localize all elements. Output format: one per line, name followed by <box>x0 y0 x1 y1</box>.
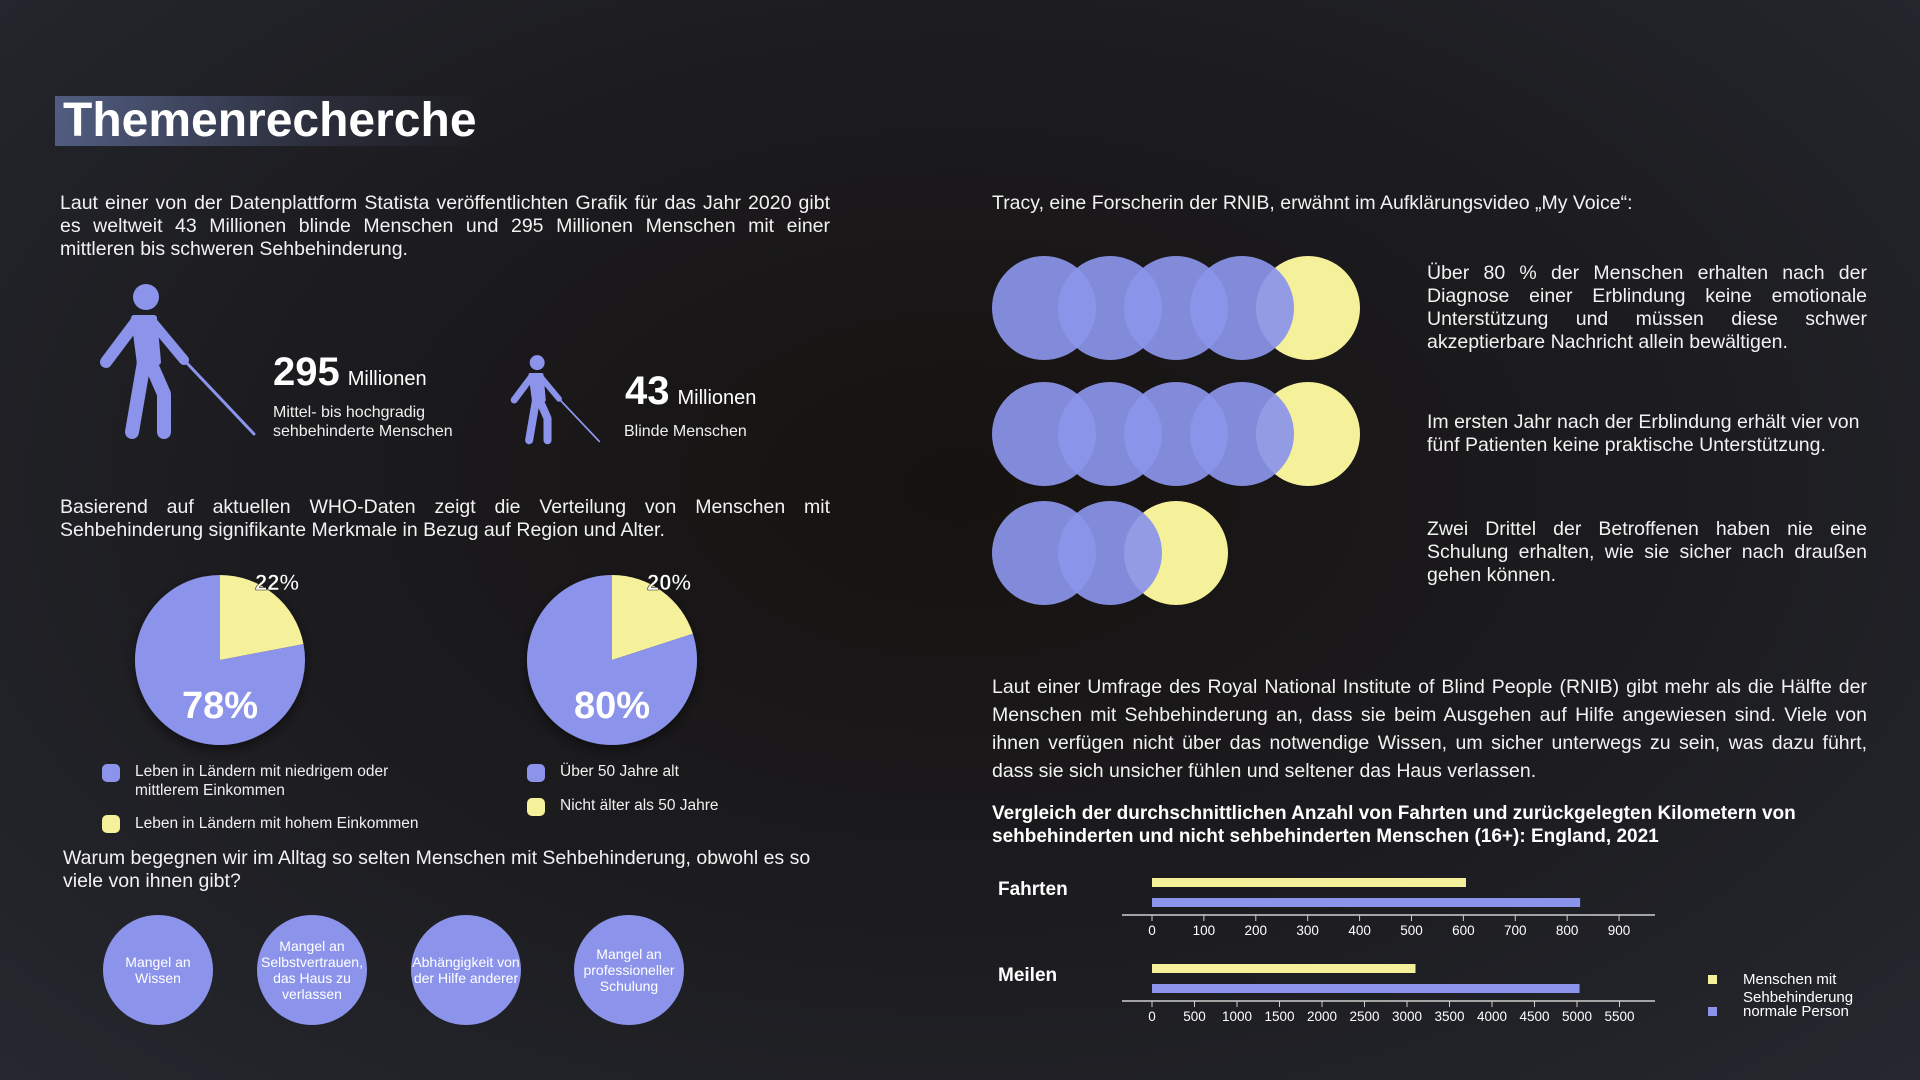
tick-label: 4000 <box>1477 1009 1507 1024</box>
tick-label: 5000 <box>1562 1009 1592 1024</box>
person-circle-filled <box>992 256 1096 360</box>
person-circle-filled <box>992 382 1096 486</box>
intro-paragraph: Laut einer von der Datenplattform Statis… <box>60 192 830 260</box>
person-circle-filled <box>992 501 1096 605</box>
legend-item: Leben in Ländern mit hohem Einkommen <box>100 814 460 833</box>
pie-value-label: 22% <box>255 570 299 595</box>
stat-unit: Millionen <box>347 368 427 390</box>
rnib-paragraph: Laut einer Umfrage des Royal National In… <box>992 676 1867 782</box>
legend-label: Menschen mit Sehbehinderung <box>1743 971 1853 1006</box>
tick-label: 2000 <box>1307 1009 1337 1024</box>
legend-swatch <box>102 815 120 833</box>
tick-label: 400 <box>1348 923 1371 938</box>
bar-panel-label: Fahrten <box>998 879 1068 900</box>
tick-label: 800 <box>1556 923 1579 938</box>
legend-swatch <box>527 798 545 816</box>
reason-bubble: Mangel an professioneller Schulung <box>574 915 684 1025</box>
tick-label: 0 <box>1148 1009 1156 1024</box>
tick-label: 4500 <box>1519 1009 1549 1024</box>
tick-label: 3000 <box>1392 1009 1422 1024</box>
tick-label: 1000 <box>1222 1009 1252 1024</box>
who-paragraph: Basierend auf aktuellen WHO-Daten zeigt … <box>60 496 830 541</box>
tick-label: 5500 <box>1604 1009 1634 1024</box>
circle-row <box>992 382 1372 486</box>
legend-swatch <box>1708 1007 1717 1016</box>
legend-swatch <box>102 764 120 782</box>
legend-label: Leben in Ländern mit niedrigem oder mitt… <box>135 763 389 799</box>
pie-slice <box>220 575 304 660</box>
question-text: Warum begegnen wir im Alltag so selten M… <box>63 847 811 892</box>
circle-row <box>992 256 1372 360</box>
tick-label: 200 <box>1245 923 1268 938</box>
pie-chart-age: 80% 20% <box>527 570 697 745</box>
bar-chart-title: Vergleich der durchschnittlichen Anzahl … <box>992 803 1796 847</box>
tracy-stat-text: Im ersten Jahr nach der Erblindung erhäl… <box>1427 411 1860 456</box>
tick-label: 1500 <box>1264 1009 1294 1024</box>
legend-swatch <box>1708 975 1717 984</box>
legend-label: Nicht älter als 50 Jahre <box>560 797 719 814</box>
walking-cane-icon-large <box>100 284 256 439</box>
stat-label: Blinde Menschen <box>624 423 747 440</box>
reason-bubble: Mangel an Wissen <box>103 915 213 1025</box>
tracy-stat-text: Zwei Drittel der Betroffenen haben nie e… <box>1427 518 1867 586</box>
reason-bubble: Abhängigkeit von der Hilfe anderer <box>411 915 521 1025</box>
tick-label: 500 <box>1400 923 1423 938</box>
stat-number: 43 <box>625 369 670 413</box>
bar <box>1152 878 1466 887</box>
bar-chart: Fahrten 0 100 200 300 400 500 600 700 800 900 Meile… <box>998 878 1853 1024</box>
page-title: Themenrecherche <box>55 96 485 146</box>
bar <box>1152 964 1416 973</box>
pie-slice <box>527 575 697 745</box>
pie-slice <box>612 575 693 660</box>
pie-value-label: 80% <box>574 685 650 727</box>
bar <box>1152 984 1580 993</box>
tick-label: 3500 <box>1434 1009 1464 1024</box>
tracy-stat-text: Über 80 % der Menschen erhalten nach der… <box>1427 262 1867 353</box>
tick-label: 0 <box>1148 923 1156 938</box>
legend-swatch <box>527 764 545 782</box>
tracy-intro: Tracy, eine Forscherin der RNIB, erwähnt… <box>992 192 1633 214</box>
tick-label: 300 <box>1296 923 1319 938</box>
legend-item: Nicht älter als 50 Jahre <box>525 796 775 816</box>
tick-label: 700 <box>1504 923 1527 938</box>
legend-item: Leben in Ländern mit niedrigem oder mitt… <box>100 762 430 800</box>
pie-slice <box>135 575 305 745</box>
stat-295: 295 Millionen <box>273 350 427 395</box>
stat-number: 295 <box>273 350 340 394</box>
walking-cane-icon-small <box>510 355 601 445</box>
stat-43: 43 Millionen <box>625 369 756 414</box>
pie-value-label: 20% <box>647 570 691 595</box>
reason-bubble: Mangel an Selbstvertrauen, das Haus zu v… <box>257 915 367 1025</box>
stat-label: Mittel- bis hochgradig sehbehinderte Men… <box>273 404 453 440</box>
bar-panel-label: Meilen <box>998 965 1057 986</box>
tick-label: 2500 <box>1349 1009 1379 1024</box>
stat-unit: Millionen <box>677 387 757 409</box>
circle-row <box>992 501 1372 605</box>
pie-value-label: 78% <box>182 685 258 727</box>
legend-label: normale Person <box>1743 1003 1849 1020</box>
tick-label: 100 <box>1193 923 1216 938</box>
tick-label: 500 <box>1183 1009 1206 1024</box>
legend-label: Über 50 Jahre alt <box>560 763 679 780</box>
tick-label: 600 <box>1452 923 1475 938</box>
legend-label: Leben in Ländern mit hohem Einkommen <box>135 815 419 832</box>
pie-chart-income: 78% 22% <box>135 570 305 745</box>
bar <box>1152 898 1581 907</box>
legend-item: Über 50 Jahre alt <box>525 762 775 782</box>
tick-label: 900 <box>1608 923 1631 938</box>
